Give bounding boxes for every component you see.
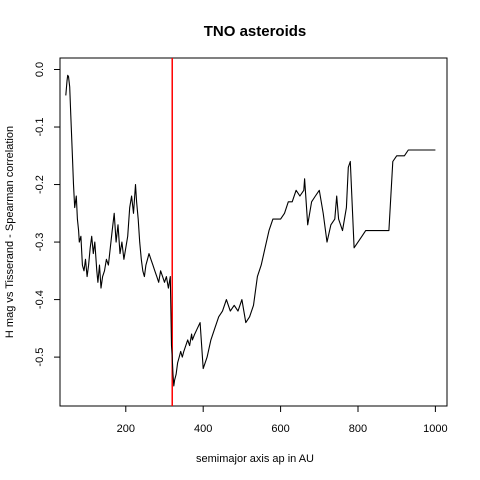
- y-axis-label: H mag vs Tisserand - Spearman correlatio…: [4, 126, 16, 338]
- y-tick-label: 0.0: [34, 62, 46, 77]
- plot-area: [59, 57, 448, 407]
- series-line-spearman: [65, 74, 436, 387]
- y-tick-label: -0.5: [34, 348, 46, 367]
- x-tick-label: 600: [271, 423, 289, 435]
- y-tick-label: -0.3: [34, 233, 46, 252]
- x-axis-label: semimajor axis ap in AU: [196, 453, 314, 465]
- x-axis: 200 400 600 800 1000: [117, 406, 448, 435]
- x-tick-label: 400: [194, 423, 212, 435]
- chart-title: TNO asteroids: [204, 23, 307, 40]
- x-tick-label: 200: [117, 423, 135, 435]
- x-tick-label: 1000: [423, 423, 447, 435]
- y-axis: 0.0 -0.1 -0.2 -0.3 -0.4 -0.5: [34, 62, 60, 367]
- y-tick-label: -0.1: [34, 118, 46, 137]
- plot-box: [59, 57, 448, 407]
- y-tick-label: -0.2: [34, 175, 46, 194]
- y-tick-label: -0.4: [34, 290, 46, 309]
- x-tick-label: 800: [349, 423, 367, 435]
